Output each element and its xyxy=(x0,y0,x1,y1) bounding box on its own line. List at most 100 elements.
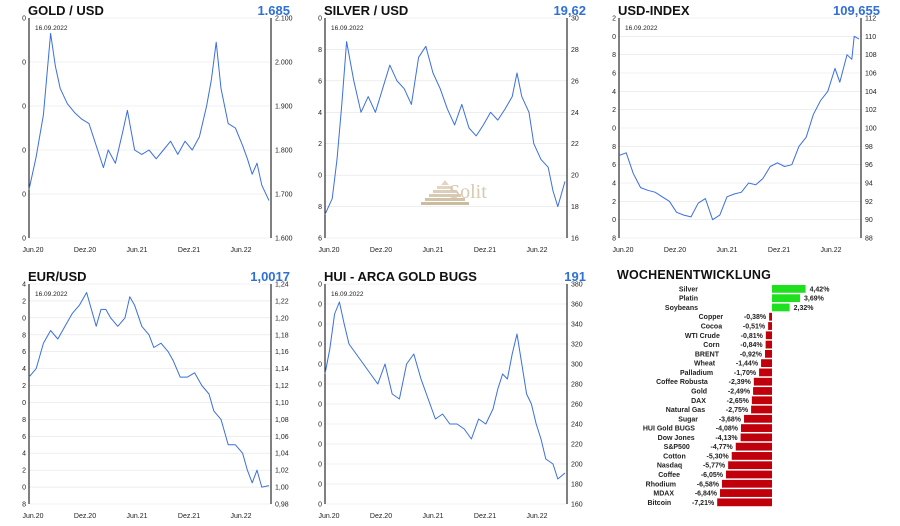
y-tick-label-left: 1,04 xyxy=(22,451,26,458)
hui-chart: 160 160 180 180 200 200 220 220 240 240 260 260 280 2… xyxy=(318,282,583,521)
y-tick-label-left: 110 xyxy=(612,34,616,41)
y-tick-label-left: 1.600 xyxy=(22,236,26,243)
y-tick-label-right: 180 xyxy=(571,482,583,489)
x-tick-label: Jun.20 xyxy=(22,513,43,520)
y-tick-label-right: 26 xyxy=(571,78,579,85)
bar xyxy=(720,489,772,497)
bar-value-label: -6,05% xyxy=(701,472,724,479)
x-tick-label: Dez.20 xyxy=(664,247,686,254)
y-tick-label-left: 112 xyxy=(612,16,616,23)
panel-title: SILVER / USD xyxy=(324,3,409,18)
y-tick-label-right: 1.800 xyxy=(275,148,293,155)
y-tick-label-right: 22 xyxy=(571,141,579,148)
y-tick-label-right: 160 xyxy=(571,502,583,509)
bar xyxy=(765,340,772,349)
y-tick-label-left: 22 xyxy=(318,141,322,148)
bar xyxy=(765,349,772,358)
bar-value-label: 3,69% xyxy=(804,296,825,303)
y-tick-label-right: 1,16 xyxy=(275,349,289,356)
bar xyxy=(735,442,772,451)
y-tick-label-left: 96 xyxy=(612,162,616,169)
y-tick-label-left: 98 xyxy=(612,144,616,151)
bar xyxy=(740,433,772,442)
bar-category-label: Dow Jones xyxy=(658,435,695,442)
panel-value: 191 xyxy=(564,269,586,284)
bar-value-label: -6,58% xyxy=(697,481,720,488)
x-tick-label: Jun.20 xyxy=(612,247,633,254)
series-line xyxy=(618,35,860,221)
series-line xyxy=(28,292,270,488)
y-tick-label-left: 1,12 xyxy=(22,383,26,390)
y-tick-label-right: 2.000 xyxy=(275,60,293,67)
bar xyxy=(726,470,772,479)
bar xyxy=(761,359,772,368)
weekly-bar-chart: Silver 4,42% Platin 3,69% Soybeans 2,32% Coppe… xyxy=(643,285,831,507)
x-tick-label: Dez.21 xyxy=(474,247,496,254)
y-tick-label-left: 26 xyxy=(318,78,322,85)
bar-category-label: Corn xyxy=(703,342,719,349)
bar-value-label: -1,70% xyxy=(734,370,757,377)
bar xyxy=(721,479,772,488)
bar-value-label: -4,13% xyxy=(715,435,738,442)
x-tick-label: Jun.21 xyxy=(422,247,443,254)
y-tick-label-left: 200 xyxy=(318,462,322,469)
bar-value-label: -1,44% xyxy=(736,361,759,368)
x-tick-label: Dez.20 xyxy=(74,513,96,520)
bar-category-label: Nasdaq xyxy=(657,463,682,470)
y-tick-label-right: 112 xyxy=(865,16,876,23)
silver-usd-chart: 16 16 18 18 20 20 22 22 24 24 26 26 28 28 30 30 Jun.20 De… xyxy=(318,16,579,255)
y-tick-label-right: 20 xyxy=(571,173,579,180)
y-tick-label-left: 28 xyxy=(318,47,322,54)
bar-value-label: -2,39% xyxy=(729,379,752,386)
x-tick-label: Jun.20 xyxy=(318,247,339,254)
bar-value-label: -5,30% xyxy=(707,453,730,460)
y-tick-label-right: 1,18 xyxy=(275,332,289,339)
y-tick-label-right: 260 xyxy=(571,402,583,409)
bar-category-label: Cocoa xyxy=(701,324,723,331)
y-tick-label-left: 108 xyxy=(612,52,616,59)
bar-value-label: -6,84% xyxy=(695,491,718,498)
y-tick-label-right: 300 xyxy=(571,362,583,369)
y-tick-label-left: 300 xyxy=(318,362,322,369)
y-tick-label-left: 18 xyxy=(318,204,322,211)
y-tick-label-left: 0,98 xyxy=(22,502,26,509)
x-tick-label: Dez.20 xyxy=(370,513,392,520)
y-tick-label-right: 92 xyxy=(865,199,873,206)
y-tick-label-right: 24 xyxy=(571,110,579,117)
solit-logo-text: Solit xyxy=(449,181,487,203)
y-tick-label-left: 1,08 xyxy=(22,417,26,424)
y-tick-label-left: 20 xyxy=(318,173,322,180)
y-tick-label-right: 96 xyxy=(865,162,873,169)
bar xyxy=(740,424,772,432)
y-tick-label-left: 102 xyxy=(612,107,616,114)
y-tick-label-right: 1,14 xyxy=(275,366,289,373)
y-tick-label-right: 1,24 xyxy=(275,282,289,289)
gold-usd-chart: 1.600 1.600 1.700 1.700 1.800 1.800 1.900 1.900… xyxy=(22,16,293,255)
y-tick-label-right: 100 xyxy=(865,126,877,133)
bar-value-label: -3,68% xyxy=(719,416,742,423)
y-tick-label-right: 1.700 xyxy=(275,192,293,199)
bar-value-label: 4,42% xyxy=(810,286,831,293)
y-tick-label-right: 1.900 xyxy=(275,104,293,111)
y-tick-label-right: 220 xyxy=(571,442,583,449)
bar-category-label: Rhodium xyxy=(646,481,676,488)
bar-category-label: Soybeans xyxy=(665,305,698,312)
bar-value-label: -2,65% xyxy=(727,398,750,405)
y-tick-label-right: 0,98 xyxy=(275,502,289,509)
bar-category-label: Cotton xyxy=(663,453,686,460)
series-line xyxy=(324,301,566,480)
y-tick-label-left: 2.100 xyxy=(22,16,26,23)
x-tick-label: Jun.21 xyxy=(126,247,147,254)
x-tick-label: Dez.20 xyxy=(74,247,96,254)
usd-index-chart: 88 88 90 90 92 92 94 94 96 96 98 98 100 100 102 102 104 1… xyxy=(612,16,877,255)
bar-category-label: Gold xyxy=(691,388,707,395)
y-tick-label-right: 18 xyxy=(571,204,579,211)
solit-logo-icon xyxy=(421,180,469,205)
y-tick-label-left: 240 xyxy=(318,422,322,429)
x-tick-label: Jun.22 xyxy=(820,247,841,254)
y-tick-label-left: 1,24 xyxy=(22,282,26,289)
x-tick-label: Dez.21 xyxy=(474,513,496,520)
y-tick-label-left: 340 xyxy=(318,322,322,329)
bar-category-label: Coffee xyxy=(658,472,680,479)
bar-category-label: S&P500 xyxy=(664,444,690,451)
